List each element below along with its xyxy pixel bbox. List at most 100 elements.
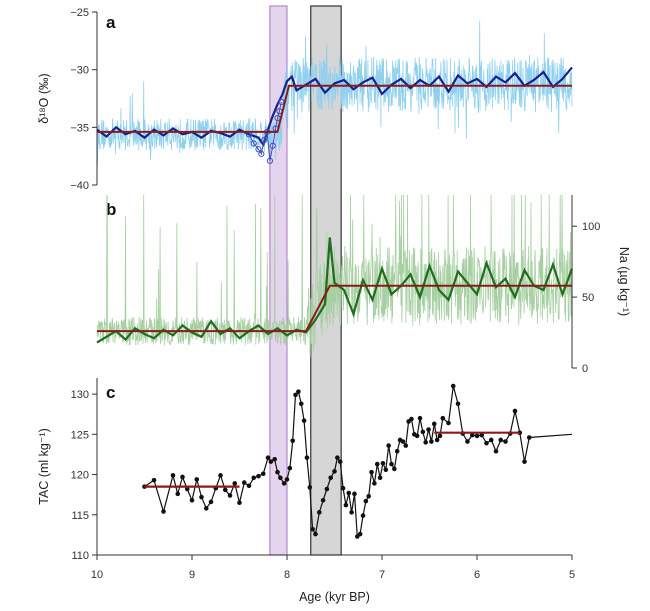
tac-point	[360, 513, 366, 518]
tac-point	[426, 427, 431, 432]
tac-point	[479, 432, 485, 438]
tac-point	[298, 401, 304, 407]
tac-point	[278, 475, 283, 481]
tac-point	[409, 416, 414, 422]
tac-point	[337, 459, 343, 464]
tac-point	[184, 486, 190, 492]
x-tick-label: 5	[569, 569, 575, 581]
tac-point	[332, 469, 337, 474]
panel-b-sodium: b 0 50 100 Na (µg kg⁻¹)	[96, 194, 631, 375]
y-axis-title-b: Na (µg kg⁻¹)	[617, 247, 631, 316]
tac-point	[380, 460, 386, 466]
tac-point	[293, 392, 298, 398]
tac-point	[275, 469, 280, 475]
tac-point	[369, 469, 374, 475]
tac-point	[260, 471, 266, 477]
tac-point	[363, 498, 369, 504]
tac-point	[237, 500, 242, 506]
tac-point	[349, 510, 354, 515]
tac-point	[241, 480, 247, 485]
tac-point	[431, 421, 437, 427]
panel-label-b: b	[106, 200, 116, 219]
y-axis-title-c: TAC (ml kg⁻¹)	[37, 428, 51, 505]
y-tick-label-c: 125	[71, 429, 89, 441]
y-tick-label-a: −35	[70, 122, 89, 134]
tac-point	[512, 408, 518, 414]
tac-point	[307, 485, 313, 490]
tac-point	[498, 437, 504, 443]
x-axis-age: 10 9 8 7 6 5 Age (kyr BP)	[91, 554, 575, 604]
tac-point	[450, 383, 456, 389]
tac-point	[374, 461, 380, 467]
tac-point	[161, 509, 166, 514]
tac-point	[199, 494, 204, 500]
x-tick-label: 6	[474, 569, 480, 581]
tac-point	[366, 493, 372, 499]
tac-point	[437, 433, 443, 439]
tac-point	[503, 439, 508, 444]
y-tick-label-c: 130	[71, 389, 89, 401]
tac-point	[317, 510, 322, 515]
y-tick-label-c: 120	[71, 470, 89, 482]
tac-point	[420, 429, 426, 435]
tac-point	[403, 443, 409, 448]
tac-point	[383, 467, 389, 473]
x-tick-label: 7	[379, 569, 385, 581]
tac-point	[474, 433, 480, 439]
tac-point	[296, 389, 301, 394]
tac-point	[394, 448, 400, 454]
y-tick-label-a: −40	[70, 180, 89, 192]
panel-label-a: a	[106, 13, 116, 32]
tac-point	[429, 439, 434, 444]
tac-point	[340, 485, 346, 491]
tac-point	[446, 420, 451, 426]
tac-point	[203, 506, 209, 511]
x-axis-title: Age (kyr BP)	[299, 590, 370, 604]
tac-point	[488, 437, 494, 443]
tac-point	[290, 438, 296, 444]
d18o-marker-point	[258, 150, 265, 157]
na-step-fit	[97, 284, 572, 333]
tac-point	[414, 433, 420, 439]
tac-point	[281, 481, 287, 486]
tac-point	[469, 432, 475, 438]
tac-point	[352, 491, 357, 497]
tac-point	[324, 486, 330, 492]
d18o-smoothed-line	[96, 66, 573, 148]
tac-point	[251, 475, 257, 481]
tac-point	[417, 415, 423, 421]
y-tick-label-c: 110	[71, 550, 89, 562]
tac-point	[208, 499, 214, 505]
tac-point	[434, 437, 440, 443]
d18o-marker-point	[250, 140, 257, 147]
tac-point	[465, 439, 470, 444]
tac-point	[170, 473, 176, 478]
tac-point	[218, 473, 223, 478]
tac-point	[194, 477, 200, 482]
y-tick-label-a: −25	[70, 7, 89, 19]
panel-c-tac: c 110 115 120 125 130 TAC (ml kg⁻¹)	[37, 378, 573, 562]
tac-point	[265, 455, 271, 460]
tac-point	[310, 526, 315, 532]
tac-point	[246, 483, 252, 489]
y-tick-label-b: 0	[582, 363, 588, 375]
tac-point	[320, 497, 326, 503]
tac-point	[343, 502, 349, 508]
tac-point	[272, 456, 277, 462]
tac-point	[522, 459, 527, 464]
tac-point	[328, 475, 334, 481]
na-raw-line	[96, 194, 573, 358]
panel-label-c: c	[106, 383, 115, 402]
d18o-marker-point	[269, 142, 276, 149]
tac-point	[386, 443, 391, 448]
tac-point	[346, 490, 352, 496]
tac-point	[180, 474, 185, 480]
tac-point	[423, 440, 429, 445]
tac-point	[440, 415, 446, 421]
tac-point	[526, 435, 532, 440]
x-tick-label: 9	[189, 569, 195, 581]
y-axis-title-a: δ¹⁸O (‰)	[37, 73, 51, 123]
d18o-marker-line	[248, 101, 282, 161]
panel-a-d18o: a −25 −30 −35 −40 δ¹⁸O (‰)	[37, 7, 573, 192]
